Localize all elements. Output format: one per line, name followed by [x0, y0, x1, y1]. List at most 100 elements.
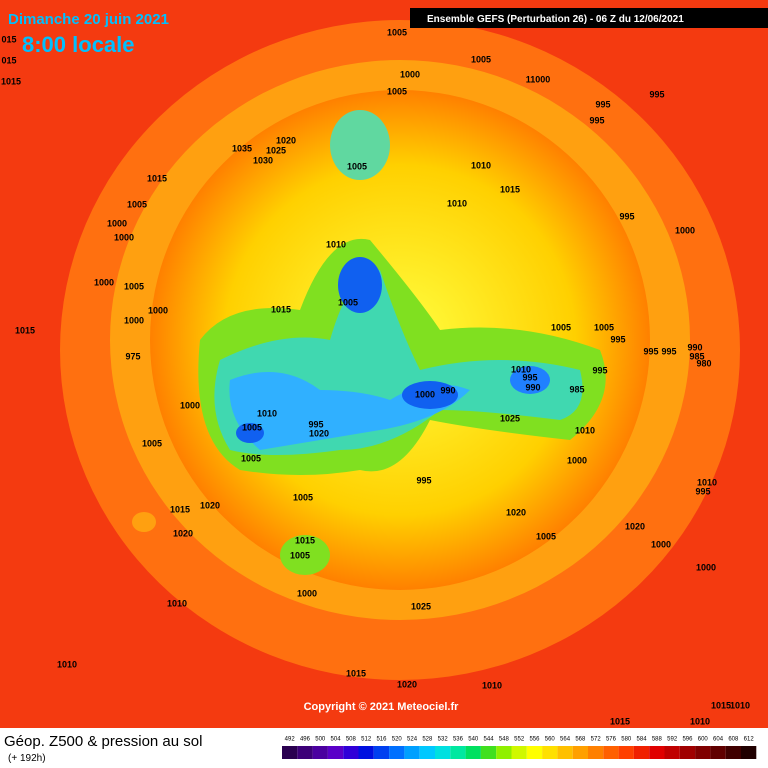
pressure-label: 975 [125, 351, 140, 361]
scale-label: 608 [728, 737, 739, 743]
pressure-label: 1020 [309, 428, 329, 438]
scale-swatch [419, 746, 435, 759]
model-info: Ensemble GEFS (Perturbation 26) - 06 Z d… [427, 14, 684, 25]
pressure-label: 985 [569, 384, 584, 394]
scale-label: 540 [468, 737, 479, 743]
scale-label: 600 [698, 737, 709, 743]
scale-swatch [480, 746, 497, 759]
pressure-label: 995 [610, 334, 625, 344]
pressure-label: 1000 [124, 315, 144, 325]
scale-label: 568 [575, 737, 586, 743]
scale-label: 572 [591, 737, 602, 743]
scale-swatch [450, 746, 466, 759]
pressure-label: 1010 [471, 160, 491, 170]
scale-label: 588 [652, 737, 663, 743]
pressure-label: 1035 [232, 143, 252, 153]
pressure-label: 1000 [415, 389, 435, 399]
pressure-label: 1005 [290, 550, 310, 560]
scale-label: 596 [682, 737, 693, 743]
pressure-label: 1005 [242, 422, 262, 432]
pressure-label: 1020 [625, 521, 645, 531]
scale-label: 532 [438, 737, 449, 743]
scale-label: 612 [744, 737, 755, 743]
pressure-label: 1010 [167, 598, 187, 608]
scale-swatch [358, 746, 374, 759]
pressure-label: 990 [440, 385, 455, 395]
pressure-label: 1000 [180, 400, 200, 410]
scale-swatch [695, 746, 711, 759]
pressure-label: 1005 [124, 281, 144, 291]
pressure-label: 995 [522, 372, 537, 382]
scale-swatch [327, 746, 344, 759]
pressure-label: 1000 [696, 562, 716, 572]
scale-label: 604 [713, 737, 724, 743]
pressure-label: 015 [1, 55, 16, 65]
scale-label: 580 [621, 737, 632, 743]
date: Dimanche 20 juin 2021 [8, 11, 169, 28]
scale-swatch [633, 746, 650, 759]
pressure-label: 990 [687, 342, 702, 352]
pressure-label: 1010 [257, 408, 277, 418]
pressure-label: 1000 [94, 277, 114, 287]
pressure-label: 1000 [675, 225, 695, 235]
scale-swatch [297, 746, 313, 759]
scale-swatch [343, 746, 359, 759]
pressure-label: 1015 [147, 173, 167, 183]
pressure-label: 1005 [594, 322, 614, 332]
pressure-label: 1015 [295, 535, 315, 545]
scale-label: 508 [346, 737, 357, 743]
pressure-label: 1015 [346, 668, 366, 678]
pressure-label: 985 [689, 351, 704, 361]
pressure-label: 1005 [387, 27, 407, 37]
pressure-label: 1015 [1, 76, 21, 86]
pressure-label: 995 [661, 346, 676, 356]
pressure-label: 980 [696, 358, 711, 368]
pressure-label: 11000 [526, 74, 551, 84]
pressure-label: 1000 [107, 218, 127, 228]
pressure-label: 1005 [142, 438, 162, 448]
pressure-label: 1005 [338, 297, 358, 307]
scale-swatch [557, 746, 573, 759]
pressure-label: 1005 [471, 54, 491, 64]
pressure-label: 1030 [253, 155, 273, 165]
scale-swatch [526, 746, 543, 759]
scale-label: 520 [392, 737, 403, 743]
scale-label: 556 [529, 737, 540, 743]
pressure-label: 1005 [536, 531, 556, 541]
pressure-label: 995 [416, 475, 431, 485]
pressure-label: 990 [525, 382, 540, 392]
pressure-label: 1000 [148, 305, 168, 315]
pressure-label: 1020 [173, 528, 193, 538]
scale-label: 592 [667, 737, 678, 743]
pressure-label: 1000 [297, 588, 317, 598]
pressure-label: 1025 [500, 413, 520, 423]
scale-swatch [404, 746, 420, 759]
scale-label: 500 [315, 737, 326, 743]
scale-swatch [465, 746, 481, 759]
pressure-label: 1010 [482, 680, 502, 690]
scale-swatch [496, 746, 512, 759]
pressure-label: 995 [589, 115, 604, 125]
scale-swatch [572, 746, 588, 759]
pressure-label: 1010 [575, 425, 595, 435]
scale-swatch [664, 746, 680, 759]
pressure-label: 1020 [200, 500, 220, 510]
pressure-label: 1015 [500, 184, 520, 194]
scale-label: 584 [637, 737, 648, 743]
pressure-label: 1005 [293, 492, 313, 502]
pressure-label: 995 [595, 99, 610, 109]
pressure-label: 995 [643, 346, 658, 356]
scale-label: 528 [422, 737, 433, 743]
pressure-label: 1010 [57, 659, 77, 669]
scale-label: 512 [361, 737, 372, 743]
scale-swatch [389, 746, 405, 759]
pressure-label: 1010 [730, 700, 750, 710]
time: 8:00 locale [22, 32, 135, 57]
scale-label: 504 [331, 737, 342, 743]
scale-swatch [679, 746, 696, 759]
scale-swatch [435, 746, 451, 759]
pressure-label: 1015 [271, 304, 291, 314]
